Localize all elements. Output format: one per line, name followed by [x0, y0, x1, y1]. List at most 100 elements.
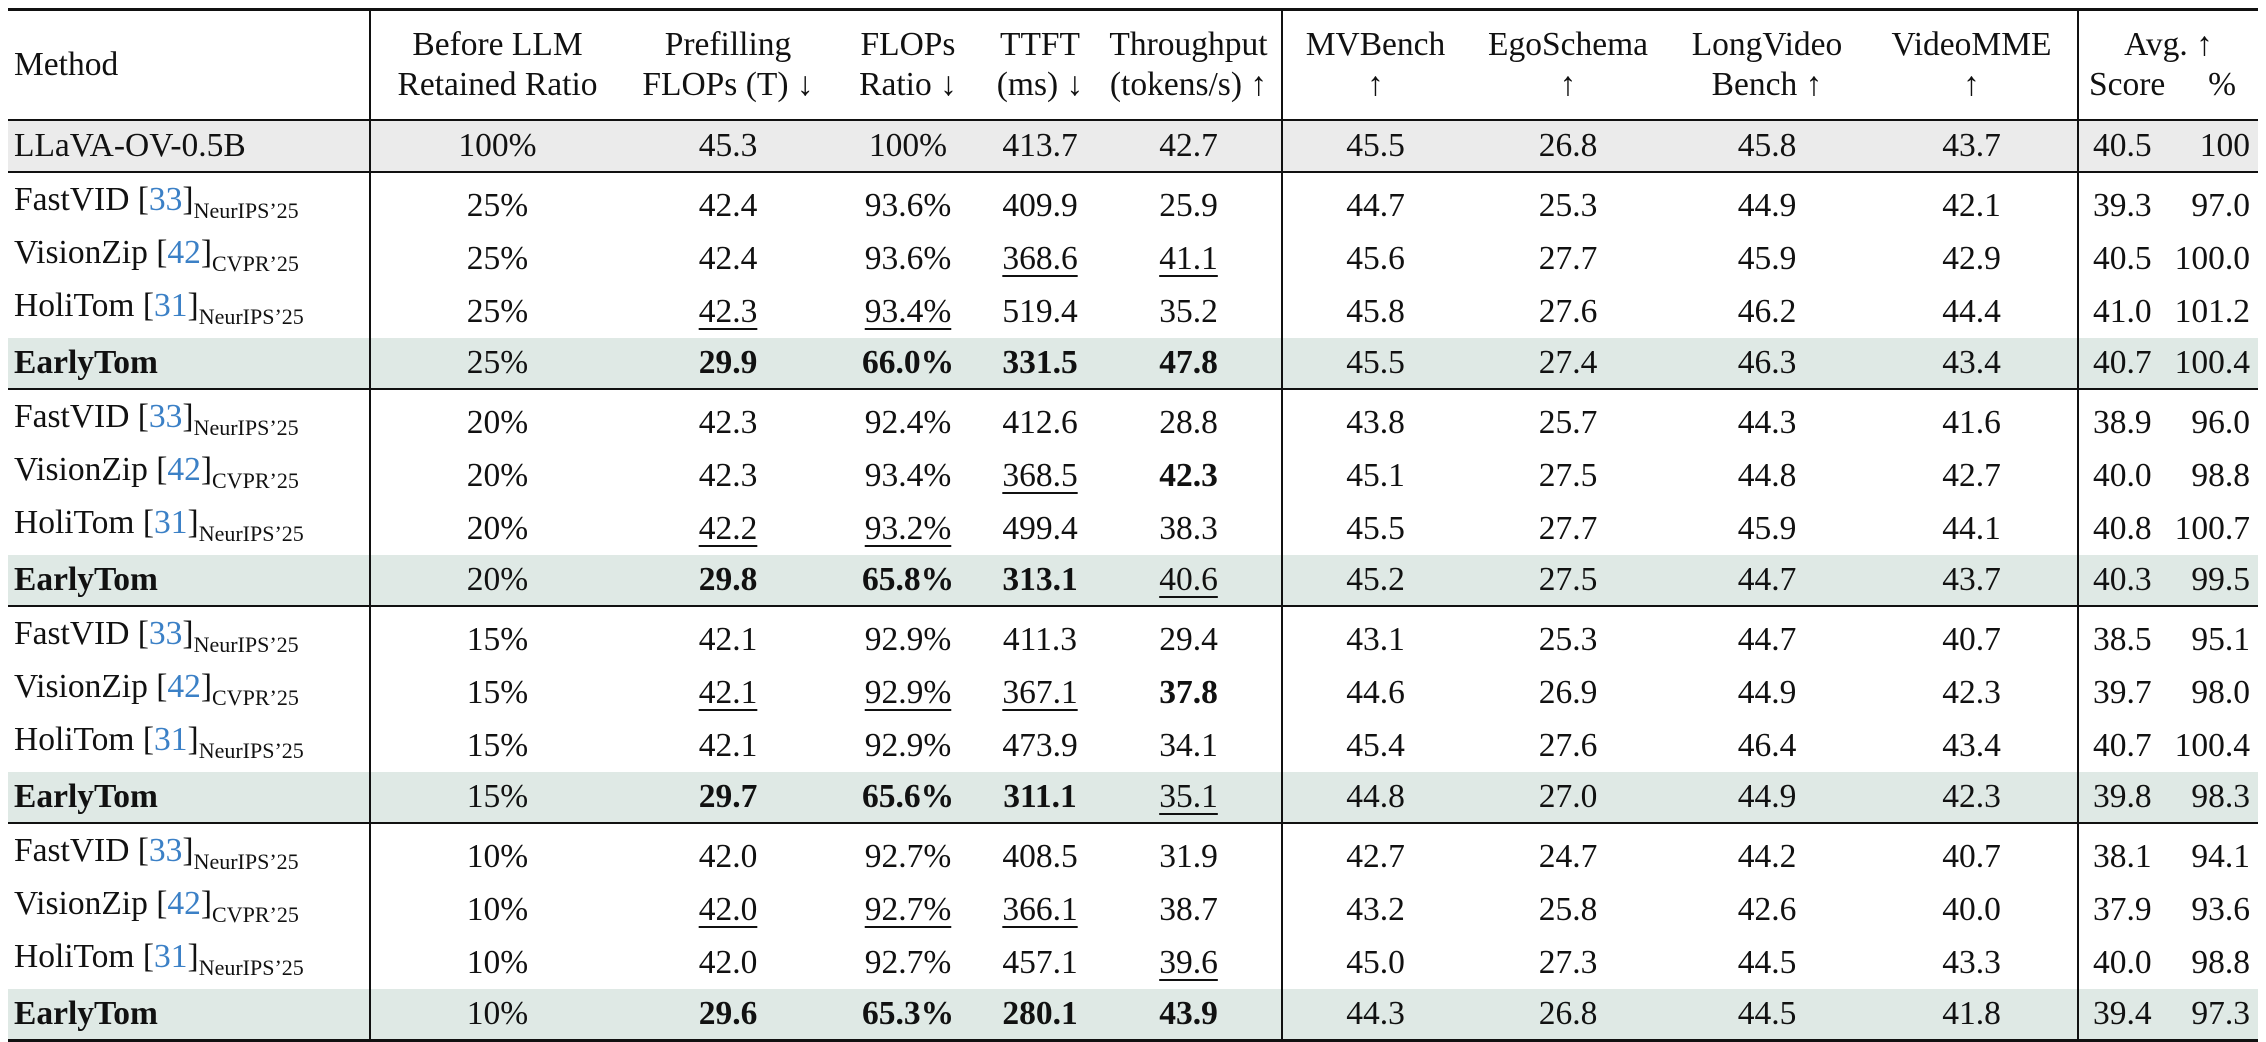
cell-value: 99.5 [2191, 561, 2250, 598]
cell-value: 408.5 [1002, 837, 1078, 875]
method-name: EarlyTom [14, 344, 158, 381]
cell-egoschema: 24.7 [1468, 830, 1668, 883]
cell-value: 42.0 [698, 837, 758, 875]
citation-link[interactable]: 42 [167, 668, 201, 705]
citation-link[interactable]: 31 [154, 504, 188, 541]
cell-prefill-flops: 42.1 [624, 719, 832, 772]
cell-avg-score: 40.7 [2078, 719, 2168, 772]
cell-longvideobench: 44.2 [1668, 830, 1866, 883]
cell-retained-ratio: 15% [370, 719, 624, 772]
method-cell: EarlyTom [8, 555, 371, 607]
cell-value: 25.3 [1538, 620, 1598, 658]
cell-throughput: 43.9 [1096, 989, 1283, 1042]
cell-avg-pct: 100.7 [2168, 502, 2258, 555]
cell-videomme: 44.1 [1866, 502, 2079, 555]
method-cell: FastVID [33]NeurIPS’25 [8, 179, 371, 232]
cell-value: 42.2 [698, 509, 758, 547]
cell-value: 412.6 [1002, 403, 1078, 441]
cell-ttft: 331.5 [984, 338, 1096, 390]
cell-throughput: 31.9 [1096, 830, 1283, 883]
spacer-cell [624, 172, 832, 179]
spacer-cell [984, 823, 1096, 830]
spacer-cell [370, 389, 624, 396]
cell-value: 44.9 [1737, 673, 1797, 711]
cell-videomme: 43.4 [1866, 719, 2079, 772]
citation-link[interactable]: 33 [148, 398, 183, 435]
cell-throughput: 40.6 [1096, 555, 1283, 607]
cell-longvideobench: 44.5 [1668, 989, 1866, 1042]
cell-mvbench: 45.6 [1282, 232, 1468, 285]
venue-subscript: NeurIPS’25 [193, 632, 299, 657]
citation-link[interactable]: 42 [167, 234, 201, 271]
cell-avg-pct: 99.5 [2168, 555, 2258, 607]
cell-mvbench: 45.0 [1282, 936, 1468, 989]
cell-value: 15% [466, 726, 529, 764]
cell-value: 457.1 [1002, 943, 1078, 981]
cell-egoschema: 25.3 [1468, 179, 1668, 232]
cell-throughput: 42.7 [1096, 120, 1283, 173]
cell-value: 10% [466, 890, 529, 928]
cell-value: 44.9 [1737, 186, 1797, 224]
citation-link[interactable]: 33 [148, 832, 183, 869]
cell-value: 42.0 [698, 890, 758, 928]
cell-videomme: 40.7 [1866, 830, 2079, 883]
cell-value: 368.6 [1002, 239, 1078, 277]
cell-mvbench: 45.2 [1282, 555, 1468, 607]
cell-prefill-flops: 29.9 [624, 338, 832, 390]
spacer-cell [624, 606, 832, 613]
cell-avg-pct: 101.2 [2168, 285, 2258, 338]
spacer-cell [1282, 606, 1468, 613]
method-cell: VisionZip [42]CVPR’25 [8, 449, 371, 502]
cell-avg-pct: 100.4 [2168, 719, 2258, 772]
cell-retained-ratio: 20% [370, 449, 624, 502]
cell-value: 29.9 [698, 344, 758, 381]
citation-link[interactable]: 42 [167, 885, 201, 922]
cell-value: 100 [2199, 127, 2250, 164]
cell-throughput: 42.3 [1096, 449, 1283, 502]
cell-value: 44.6 [1346, 673, 1405, 711]
cell-value: 25% [466, 186, 529, 224]
citation-link[interactable]: 31 [154, 721, 188, 758]
citation-link[interactable]: 31 [154, 938, 188, 975]
method-cell: LLaVA-OV-0.5B [8, 120, 371, 173]
results-table: Method Before LLM Retained Ratio Prefill… [8, 8, 2258, 1042]
citation-link[interactable]: 33 [148, 615, 183, 652]
cell-value: 43.1 [1346, 620, 1405, 658]
spacer-cell [370, 606, 624, 613]
cell-videomme: 44.4 [1866, 285, 2079, 338]
cell-value: 25% [466, 292, 529, 330]
method-name: EarlyTom [14, 778, 158, 815]
cell-value: 15% [466, 673, 529, 711]
cell-value: 38.7 [1159, 890, 1218, 928]
spacer-cell [1096, 172, 1283, 179]
cell-prefill-flops: 42.0 [624, 936, 832, 989]
cell-value: 29.8 [698, 561, 758, 598]
cell-retained-ratio: 25% [370, 338, 624, 390]
cell-value: 42.3 [698, 456, 758, 494]
method-name: HoliTom [14, 287, 135, 324]
citation-link[interactable]: 42 [167, 451, 201, 488]
spacer-cell [8, 389, 371, 396]
cell-flops-ratio: 92.4% [832, 396, 984, 449]
cell-avg-score: 39.3 [2078, 179, 2168, 232]
cell-throughput: 25.9 [1096, 179, 1283, 232]
cell-flops-ratio: 93.4% [832, 285, 984, 338]
citation-link[interactable]: 33 [148, 181, 183, 218]
spacer-cell [832, 823, 984, 830]
cell-retained-ratio: 15% [370, 613, 624, 666]
cell-value: 20% [466, 403, 529, 441]
spacer-cell [1668, 606, 1866, 613]
cell-videomme: 41.8 [1866, 989, 2079, 1042]
cell-value: 29.4 [1159, 620, 1218, 658]
cell-videomme: 42.3 [1866, 666, 2079, 719]
cell-avg-score: 38.5 [2078, 613, 2168, 666]
earlytom-row: EarlyTom 25% 29.9 66.0% 331.5 47.8 45.5 27.4 46.… [8, 338, 2258, 390]
cell-mvbench: 44.7 [1282, 179, 1468, 232]
cell-value: 43.4 [1942, 344, 2001, 381]
cell-avg-pct: 98.8 [2168, 449, 2258, 502]
citation-link[interactable]: 31 [154, 287, 188, 324]
cell-avg-pct: 98.3 [2168, 772, 2258, 824]
cell-flops-ratio: 65.6% [832, 772, 984, 824]
cell-longvideobench: 42.6 [1668, 883, 1866, 936]
method-name: VisionZip [14, 668, 148, 705]
